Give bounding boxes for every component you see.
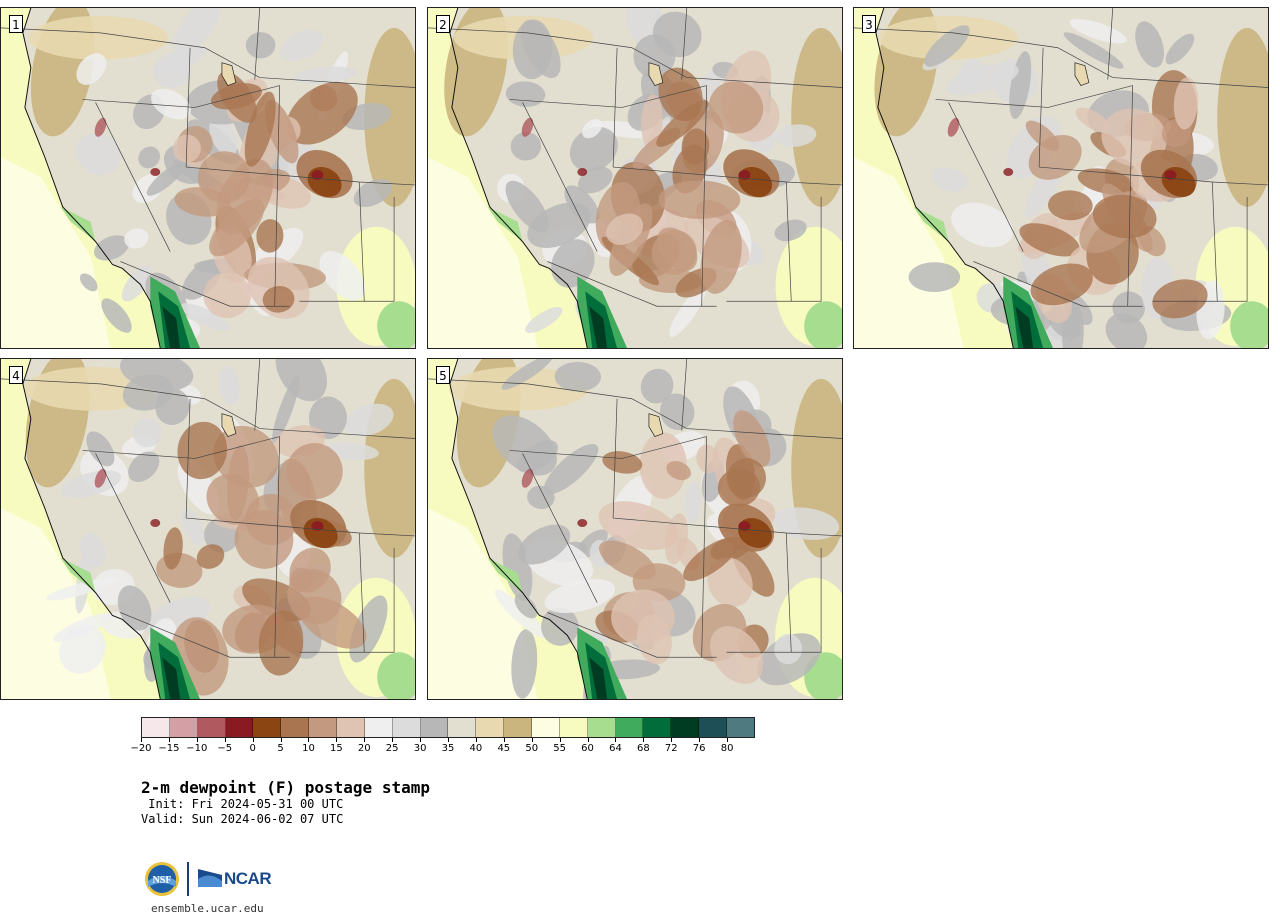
dewpoint-map (428, 359, 842, 699)
dewpoint-map (854, 8, 1268, 348)
colorbar-tick-label: 68 (636, 743, 650, 754)
colorbar (141, 717, 755, 738)
colorbar-tick (224, 738, 226, 742)
colorbar-tick (475, 738, 477, 742)
colorbar-tick-label: 30 (413, 743, 427, 754)
colorbar-tick-label: 80 (720, 743, 734, 754)
colorbar-tick (587, 738, 589, 742)
colorbar-ticks: −20 −15 −10 −5 0 5 10 15 20 25 30 35 40 45 50 55 60 64 68 7… (130, 738, 755, 758)
colorbar-tick (392, 738, 394, 742)
colorbar-tick-label: 60 (581, 743, 594, 754)
colorbar-tick (643, 738, 645, 742)
colorbar-swatch (309, 718, 338, 737)
colorbar-tick-label: −20 (130, 743, 152, 754)
colorbar-tick-label: 15 (329, 743, 343, 754)
colorbar-tick (336, 738, 338, 742)
colorbar-swatch (448, 718, 477, 737)
logos: NSF NCAR (144, 860, 284, 900)
map-panel-5[interactable]: 5 (427, 358, 843, 700)
colorbar-tick-label: 64 (609, 743, 622, 754)
colorbar-swatch (699, 718, 728, 737)
panel-number: 4 (9, 366, 23, 384)
colorbar-tick-label: 55 (553, 743, 566, 754)
colorbar-tick (252, 738, 254, 742)
colorbar-tick-label: 20 (357, 743, 371, 754)
colorbar-tick (615, 738, 617, 742)
colorbar-swatch (169, 718, 198, 737)
colorbar-tick-label: 25 (385, 743, 399, 754)
colorbar-tick-label: 0 (249, 743, 256, 754)
colorbar-tick-label: 76 (692, 743, 706, 754)
logo-divider (187, 862, 189, 896)
dewpoint-map (1, 8, 415, 348)
colorbar-swatch (197, 718, 226, 737)
map-panel-2[interactable]: 2 (427, 7, 843, 349)
colorbar-tick-label: 10 (302, 743, 315, 754)
colorbar-swatch (420, 718, 449, 737)
colorbar-tick (308, 738, 310, 742)
colorbar-swatch (337, 718, 365, 737)
colorbar-swatch (671, 718, 700, 737)
init-time: Init: Fri 2024-05-31 00 UTC (141, 797, 344, 811)
dewpoint-map (1, 359, 415, 699)
map-panel-4[interactable]: 4 (0, 358, 416, 700)
colorbar-swatch (727, 718, 754, 737)
ncar-logo-text: NCAR (224, 869, 272, 888)
colorbar-tick (699, 738, 701, 742)
colorbar-tick (727, 738, 729, 742)
colorbar-tick (196, 738, 198, 742)
colorbar-swatch (532, 718, 560, 737)
colorbar-tick-label: 45 (497, 743, 511, 754)
valid-time: Valid: Sun 2024-06-02 07 UTC (141, 812, 344, 826)
colorbar-swatch (142, 718, 170, 737)
colorbar-tick (168, 738, 170, 742)
colorbar-tick (671, 738, 673, 742)
colorbar-swatch (253, 718, 282, 737)
colorbar-tick (141, 738, 142, 742)
colorbar-swatch (504, 718, 533, 737)
dewpoint-map (428, 8, 842, 348)
site-url[interactable]: ensemble.ucar.edu (151, 902, 264, 915)
colorbar-tick (420, 738, 422, 742)
panel-number: 2 (436, 15, 450, 33)
colorbar-swatch (225, 718, 254, 737)
colorbar-swatch (615, 718, 644, 737)
colorbar-tick-label: 35 (441, 743, 455, 754)
nsf-logo-icon: NSF (145, 862, 179, 896)
panel-number: 3 (862, 15, 876, 33)
colorbar-tick-label: 50 (525, 743, 539, 754)
colorbar-swatch (392, 718, 421, 737)
panel-number: 5 (436, 366, 450, 384)
nsf-logo-text: NSF (153, 875, 172, 886)
colorbar-swatch (364, 718, 393, 737)
colorbar-tick (448, 738, 449, 742)
panel-number: 1 (9, 15, 23, 33)
map-panel-3[interactable]: 3 (853, 7, 1269, 349)
colorbar-tick (559, 738, 561, 742)
colorbar-tick-label: −10 (186, 743, 208, 754)
map-panel-1[interactable]: 1 (0, 7, 416, 349)
colorbar-swatch (559, 718, 588, 737)
colorbar-tick (364, 738, 366, 742)
colorbar-tick-label: −15 (158, 743, 180, 754)
colorbar-tick (531, 738, 533, 742)
colorbar-swatch (643, 718, 672, 737)
colorbar-tick-label: 40 (469, 743, 483, 754)
colorbar-tick-label: −5 (217, 743, 233, 754)
colorbar-tick (503, 738, 505, 742)
ncar-mark-icon (198, 869, 222, 887)
page-title: 2-m dewpoint (F) postage stamp (141, 778, 430, 797)
colorbar-tick-label: 72 (664, 743, 678, 754)
colorbar-tick-label: 5 (277, 743, 284, 754)
colorbar-tick (280, 738, 282, 742)
colorbar-swatch (476, 718, 505, 737)
colorbar-swatch (281, 718, 310, 737)
colorbar-swatch (587, 718, 616, 737)
